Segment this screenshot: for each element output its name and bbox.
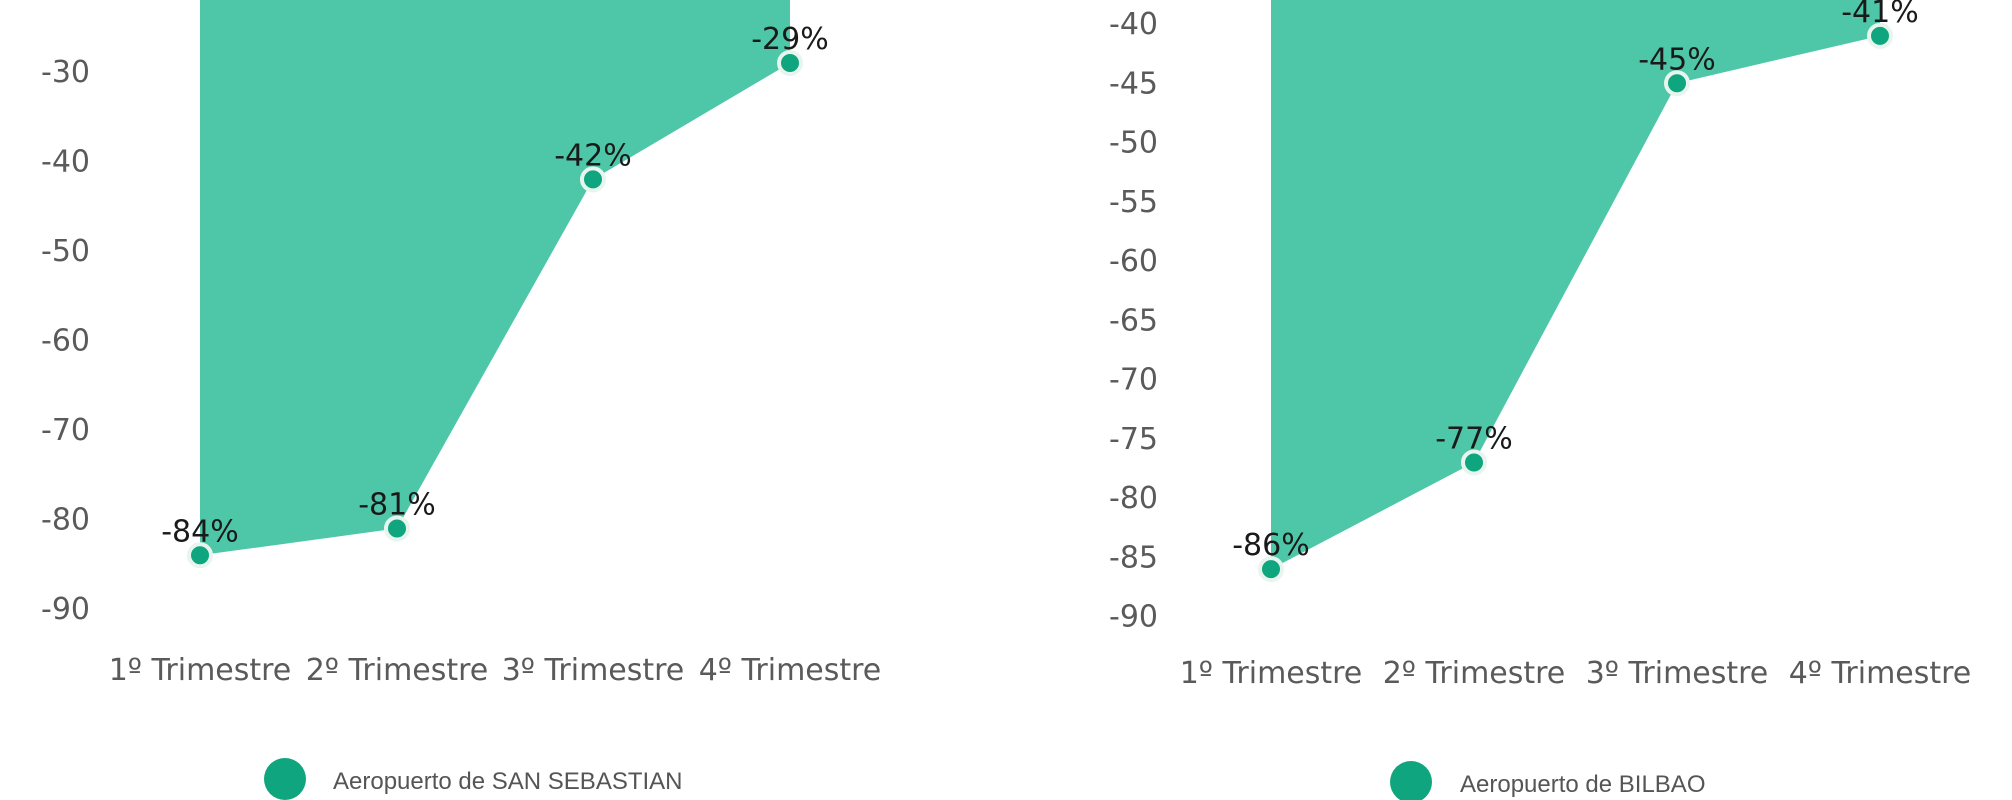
data-label-chart-2: -86% [1232, 528, 1310, 563]
data-point-chart-1[interactable] [777, 50, 803, 77]
x-category-label-chart-1: 1º Trimestre [109, 653, 292, 688]
y-tick-label-chart-1: -90 [41, 592, 90, 627]
y-tick-label-chart-2: -65 [1109, 303, 1158, 338]
y-tick-label-chart-2: -80 [1109, 481, 1158, 516]
legend-label-chart-1[interactable]: Aeropuerto de SAN SEBASTIAN [333, 768, 683, 795]
data-point-chart-2[interactable] [1664, 70, 1690, 97]
data-label-chart-1: -42% [554, 138, 632, 173]
y-tick-label-chart-1: -50 [41, 234, 90, 269]
data-point-chart-2[interactable] [1461, 449, 1487, 476]
data-point-chart-2[interactable] [1867, 22, 1893, 49]
legend-label-chart-2[interactable]: Aeropuerto de BILBAO [1460, 771, 1705, 798]
y-tick-label-chart-2: -55 [1109, 185, 1158, 220]
x-category-label-chart-2: 3º Trimestre [1586, 656, 1769, 691]
area-fill-chart-2 [1271, 0, 1880, 570]
data-label-chart-1: -81% [358, 487, 436, 522]
y-tick-label-chart-2: -75 [1109, 422, 1158, 457]
y-tick-label-chart-1: -30 [41, 55, 90, 90]
data-label-chart-2: -77% [1435, 421, 1513, 456]
y-tick-label-chart-2: -90 [1109, 600, 1158, 635]
y-tick-label-chart-2: -50 [1109, 126, 1158, 161]
y-tick-label-chart-1: -60 [41, 324, 90, 359]
x-category-label-chart-2: 2º Trimestre [1383, 656, 1566, 691]
data-point-chart-1[interactable] [384, 515, 410, 542]
y-tick-label-chart-1: -80 [41, 503, 90, 538]
x-category-label-chart-1: 4º Trimestre [699, 653, 882, 688]
x-category-label-chart-1: 2º Trimestre [306, 653, 489, 688]
y-tick-label-chart-1: -70 [41, 413, 90, 448]
data-point-chart-1[interactable] [580, 166, 606, 193]
data-point-chart-1[interactable] [187, 542, 213, 569]
data-point-chart-2[interactable] [1258, 556, 1284, 583]
data-label-chart-1: -29% [751, 22, 829, 57]
data-label-chart-2: -41% [1841, 0, 1919, 30]
y-tick-label-chart-2: -70 [1109, 363, 1158, 398]
y-tick-label-chart-2: -45 [1109, 66, 1158, 101]
y-tick-label-chart-2: -60 [1109, 244, 1158, 279]
x-category-label-chart-2: 1º Trimestre [1180, 656, 1363, 691]
data-label-chart-2: -45% [1638, 42, 1716, 77]
y-tick-label-chart-1: -40 [41, 145, 90, 180]
y-tick-label-chart-2: -40 [1109, 7, 1158, 42]
x-category-label-chart-1: 3º Trimestre [502, 653, 685, 688]
x-category-label-chart-2: 4º Trimestre [1789, 656, 1972, 691]
area-fill-chart-1 [200, 0, 790, 556]
legend-marker-chart-2[interactable] [1390, 761, 1432, 800]
legend-marker-chart-1[interactable] [264, 758, 306, 800]
y-tick-label-chart-2: -85 [1109, 540, 1158, 575]
data-label-chart-1: -84% [161, 514, 239, 549]
